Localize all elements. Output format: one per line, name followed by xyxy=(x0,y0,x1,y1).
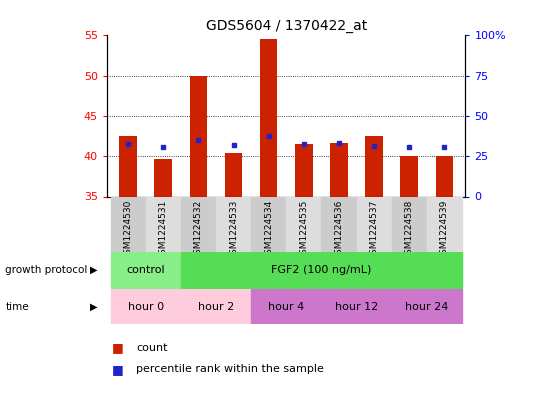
Text: count: count xyxy=(136,343,168,353)
Text: hour 12: hour 12 xyxy=(335,301,378,312)
Bar xyxy=(435,156,453,196)
Text: hour 4: hour 4 xyxy=(268,301,304,312)
Bar xyxy=(400,156,418,196)
Text: growth protocol: growth protocol xyxy=(5,265,88,275)
Bar xyxy=(181,252,462,289)
Title: GDS5604 / 1370422_at: GDS5604 / 1370422_at xyxy=(205,19,367,33)
Text: ▶: ▶ xyxy=(90,265,97,275)
Bar xyxy=(189,75,207,196)
Bar xyxy=(146,196,181,252)
Bar xyxy=(295,144,312,196)
Bar xyxy=(216,196,251,252)
Bar xyxy=(111,196,146,252)
Text: ■: ■ xyxy=(112,363,124,376)
Text: GSM1224538: GSM1224538 xyxy=(404,199,414,260)
Bar xyxy=(330,143,348,196)
Bar xyxy=(181,289,251,324)
Text: ■: ■ xyxy=(112,341,124,354)
Bar xyxy=(111,289,181,324)
Text: GSM1224530: GSM1224530 xyxy=(124,199,133,260)
Text: GSM1224532: GSM1224532 xyxy=(194,199,203,259)
Text: percentile rank within the sample: percentile rank within the sample xyxy=(136,364,324,375)
Bar xyxy=(286,196,322,252)
Text: GSM1224531: GSM1224531 xyxy=(159,199,168,260)
Bar xyxy=(322,196,356,252)
Text: GSM1224539: GSM1224539 xyxy=(440,199,449,260)
Text: GSM1224533: GSM1224533 xyxy=(229,199,238,260)
Text: GSM1224534: GSM1224534 xyxy=(264,199,273,259)
Bar xyxy=(427,196,462,252)
Text: control: control xyxy=(126,265,165,275)
Bar xyxy=(225,153,242,196)
Bar xyxy=(392,196,427,252)
Text: GSM1224537: GSM1224537 xyxy=(370,199,379,260)
Bar xyxy=(181,196,216,252)
Text: hour 0: hour 0 xyxy=(127,301,164,312)
Text: hour 2: hour 2 xyxy=(198,301,234,312)
Bar xyxy=(322,289,392,324)
Bar xyxy=(119,136,137,196)
Text: FGF2 (100 ng/mL): FGF2 (100 ng/mL) xyxy=(271,265,371,275)
Text: hour 24: hour 24 xyxy=(405,301,448,312)
Text: GSM1224536: GSM1224536 xyxy=(334,199,343,260)
Bar xyxy=(365,136,383,196)
Bar xyxy=(155,159,172,196)
Text: ▶: ▶ xyxy=(90,301,97,312)
Text: GSM1224535: GSM1224535 xyxy=(299,199,308,260)
Text: time: time xyxy=(5,301,29,312)
Bar xyxy=(392,289,462,324)
Bar xyxy=(251,289,322,324)
Bar xyxy=(251,196,286,252)
Bar xyxy=(260,39,278,197)
Bar xyxy=(111,252,181,289)
Bar xyxy=(356,196,392,252)
